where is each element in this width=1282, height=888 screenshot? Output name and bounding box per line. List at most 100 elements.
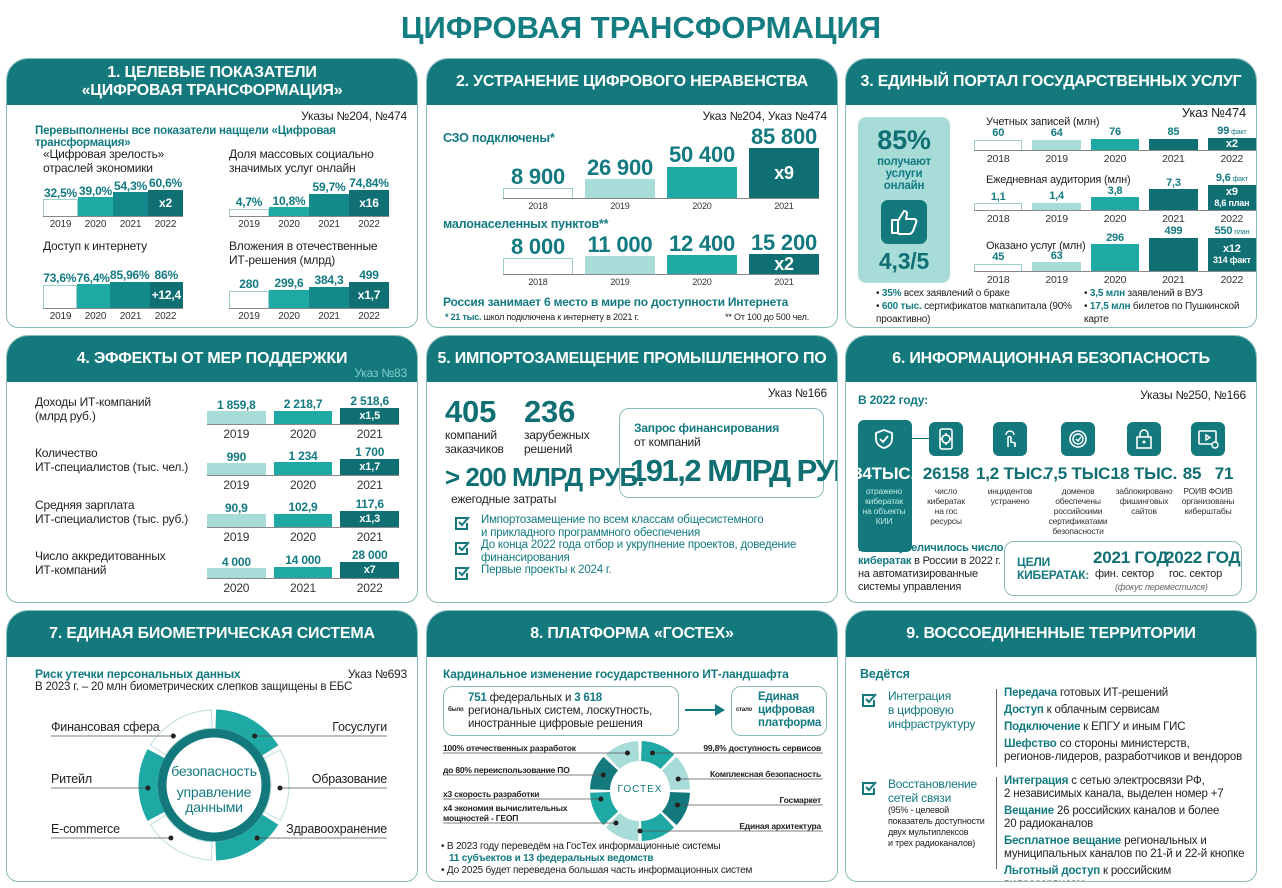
segment-label: Ритейл <box>51 772 92 786</box>
bar-year-label: 2021 <box>356 427 383 441</box>
item-bold: Вещание <box>1004 805 1054 817</box>
stat-value: 85 <box>1182 464 1202 483</box>
item-text: к облачным сервисам <box>1043 704 1160 716</box>
feature-label-left: x4 экономия вычислительных мощностей - Г… <box>443 803 568 823</box>
before-text-2: региональных систем, лоскутность, иностр… <box>468 705 653 730</box>
center-text-data: управление данными <box>176 784 252 815</box>
multiplier-badge: x1,7 <box>359 461 380 473</box>
bar-year-label: 2018 <box>528 201 548 211</box>
bar <box>1090 138 1140 150</box>
bar: +12,4 <box>149 282 183 308</box>
bar-year-label: 2020 <box>84 219 107 230</box>
value-text: 8 000 <box>510 233 566 259</box>
stat-value: 18 ТЫС. <box>1110 464 1178 483</box>
bullet-item: • До 2025 будет переведена большая часть… <box>441 865 753 876</box>
decree-label: Указ №204, Указ №474 <box>702 109 828 123</box>
feature-label-left: до 80% переиспользование ПО <box>443 765 570 775</box>
bar-value-label: 990 <box>226 449 247 464</box>
feature-label-right: 99,8% доступность сервисов <box>703 743 821 753</box>
bar-year-label: 2018 <box>986 213 1010 225</box>
label-dot <box>625 750 631 756</box>
panel-reunited-territories: 9. ВОССОЕДИНЕННЫЕ ТЕРРИТОРИИ Ведётся Инт… <box>845 610 1257 882</box>
ring-center <box>612 763 668 819</box>
bullet-text: заявлений в ВУЗ <box>1124 288 1203 299</box>
ring-segment <box>215 814 279 861</box>
bar-year-label: 2020 <box>84 311 107 322</box>
bar-column: 7,3 <box>1149 173 1198 210</box>
value-note: факт <box>1231 129 1247 137</box>
lead-label: Ведётся <box>860 667 910 681</box>
bar-column: 499 x1,7 <box>349 269 389 308</box>
feature-label-left: x3 скорость разработки <box>443 789 540 799</box>
label-dot <box>254 835 260 841</box>
bar-value-label: 9,6 факт <box>1216 172 1248 185</box>
page-title: ЦИФРОВАЯ ТРАНСФОРМАЦИЯ <box>400 10 882 45</box>
target-2022-year: 2022 ГОД <box>1165 548 1241 567</box>
bullet-list-right: • 3,5 млн заявлений в ВУЗ • 17,5 млн бил… <box>1084 287 1254 326</box>
bars-row: 73,6% 76,4% 85,96% 86% +12,4 <box>43 269 183 309</box>
bar <box>1149 189 1198 210</box>
bar-value-label: 39,0% <box>79 184 112 198</box>
panel-header: 5. ИМПОРТОЗАМЕЩЕНИЕ ПРОМЫШЛЕННОГО ПО <box>427 336 837 382</box>
bar-column: 45 <box>974 226 1023 271</box>
bullet-bold: 600 тыс. <box>881 301 922 312</box>
bar-column: 64 <box>1032 127 1081 150</box>
bar-year-label: 2020 <box>278 219 300 230</box>
bar-value-label: 14 000 <box>285 554 321 567</box>
bar-value-label: 499 <box>359 269 379 282</box>
bar <box>309 286 349 308</box>
federal-count: 751 <box>468 692 487 704</box>
years-row: 2019 2020 2021 2022 <box>229 309 389 322</box>
bar <box>1149 138 1198 150</box>
item-bold: Льготный доступ <box>1004 865 1101 877</box>
bar-value-label: 3,8 <box>1108 185 1123 198</box>
checklist-item: Импортозамещение по всем классам общесис… <box>453 514 764 540</box>
segment-label: E-commerce <box>51 822 120 836</box>
stat-description: доменов обеспечены российскими сертифика… <box>1048 486 1108 536</box>
bar-chart: 45 63 296 499 550 план x12 314 факт 2018 2019 2020… <box>974 225 1256 286</box>
decree-label: Указ №474 <box>1181 105 1246 120</box>
label-dot <box>600 772 606 778</box>
bar-inner-note: 314 факт <box>1212 255 1251 266</box>
bar-chart: 280 299,6 384,3 499 x1,7 2019 2020 2021 2022 <box>229 269 389 322</box>
bar-value-label: 8 000 <box>511 235 565 258</box>
bullet-text: всех заявлений о браке <box>901 288 1010 299</box>
bar-value-label: 1,1 <box>991 191 1006 204</box>
bar-value-label: 45 <box>992 251 1004 264</box>
inner-ring <box>157 728 271 842</box>
segment-label: Госуслуги <box>332 720 387 734</box>
item-text: 26 российских каналов и более 20 радиока… <box>1004 805 1220 830</box>
regional-count: 3 618 <box>574 692 602 704</box>
value-text: 28 000 <box>351 548 388 563</box>
bar-column: 76,4% <box>76 269 110 308</box>
ring-segment <box>215 709 279 756</box>
year-label: В 2022 году: <box>858 393 928 407</box>
bar <box>269 290 309 308</box>
chart-label: Вложения в отечественные ИТ-решения (млр… <box>229 239 378 267</box>
bar-value-label: 26 900 <box>587 156 653 179</box>
decree-label: Указ №166 <box>767 386 827 400</box>
bar-chart: 990 1 234 1 700 x1,7 2019 2020 2021 <box>207 446 400 492</box>
bar <box>207 514 266 527</box>
bullet-text: сертификатов маткапитала (90% проактивно… <box>876 301 1072 325</box>
panel-title: 3. ЕДИНЫЙ ПОРТАЛ ГОСУДАРСТВЕННЫХ УСЛУГ <box>860 73 1242 90</box>
row-label: Количество ИТ-специалистов (тыс. чел.) <box>35 446 189 474</box>
bar <box>207 568 266 578</box>
stat-value: 7,5 ТЫС. <box>1044 464 1115 483</box>
subtitle: Перевыполнены все показатели нацщели «Ци… <box>35 125 336 149</box>
label-dot <box>637 828 643 834</box>
value-text: 2 518,6 <box>350 394 389 409</box>
panel-title-line2: «ЦИФРОВАЯ ТРАНСФОРМАЦИЯ» <box>81 82 343 99</box>
bar-column: 8 900 <box>503 123 573 198</box>
label-dot <box>145 785 151 791</box>
bar <box>113 192 148 216</box>
panel-header: 9. ВОССОЕДИНЕННЫЕ ТЕРРИТОРИИ <box>846 611 1256 657</box>
value-text: 990 <box>226 449 247 464</box>
bar-column: 54,3% <box>113 177 148 216</box>
bar-year-label: 2021 <box>1162 213 1185 225</box>
target-2022-text: гос. сектор <box>1169 568 1223 580</box>
bar-year-label: 2021 <box>290 581 316 595</box>
before-text: 751 федеральных и 3 618 региональных сис… <box>468 692 673 731</box>
panel-header: 2. УСТРАНЕНИЕ ЦИФРОВОГО НЕРАВЕНСТВА <box>427 59 837 105</box>
years-row: 2018 2019 2020 2021 <box>503 199 819 211</box>
